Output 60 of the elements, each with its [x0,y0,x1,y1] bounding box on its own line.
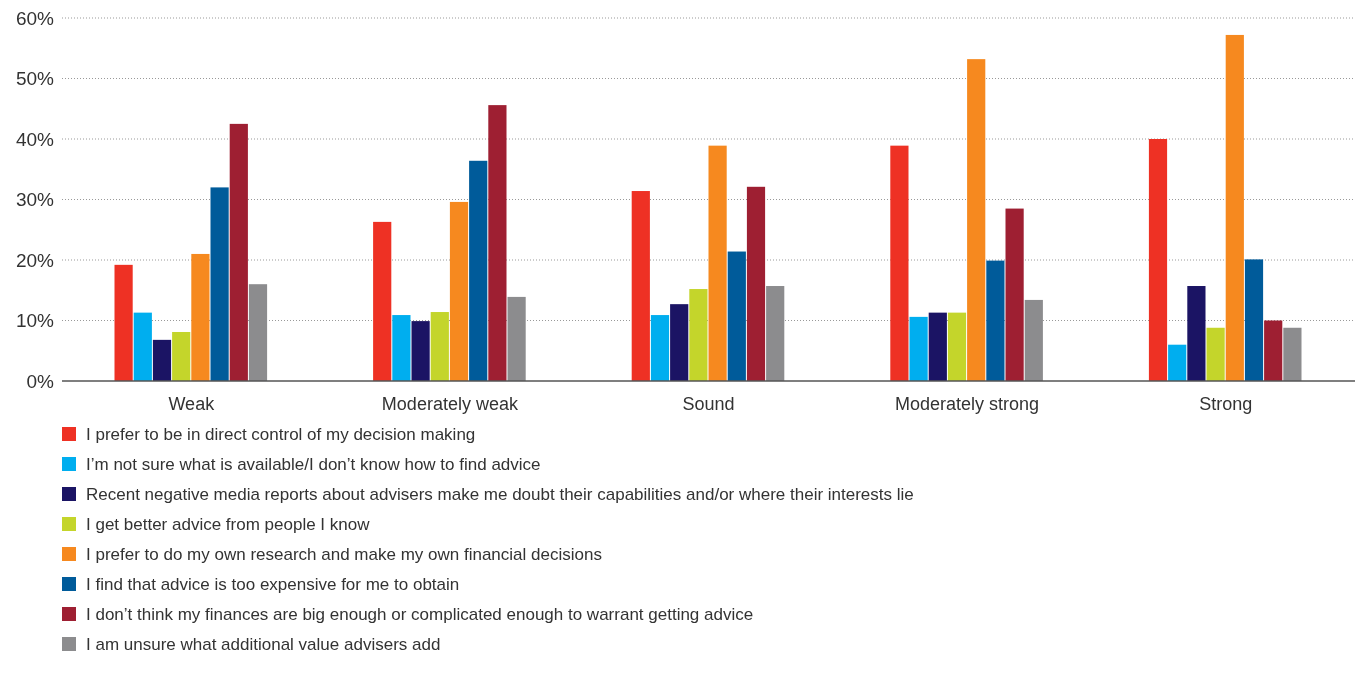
bar [1148,139,1168,381]
bar [373,221,392,381]
bar [1024,299,1043,381]
bar [986,260,1005,381]
legend-label: I prefer to be in direct control of my decision making [86,424,476,444]
legend-label: I find that advice is too expensive for me to obtain [86,574,460,594]
bar [967,59,986,381]
bar [210,187,229,381]
bar [689,289,708,381]
y-tick-label: 30% [15,189,55,211]
y-tick-label: 0% [26,370,55,392]
y-tick-label: 40% [15,128,55,150]
legend-label: Recent negative media reports about advisers make me doubt their capabilities and/or where their interests lie [86,484,914,504]
x-tick-label: Sound [682,394,735,414]
bar [947,312,967,381]
bar [909,316,928,381]
x-tick-label: Moderately strong [895,394,1040,414]
x-tick-label: Moderately weak [381,394,519,414]
legend-label: I don’t think my finances are big enough or complicated enough to warrant getting advice [86,604,754,624]
bar [1005,208,1024,381]
bar [229,123,248,381]
bar [631,191,650,381]
bar [708,145,727,381]
bar [1283,327,1302,381]
x-tick-label: Strong [1199,394,1253,414]
bar [766,286,785,381]
bar [1187,286,1206,381]
y-tick-label: 20% [15,249,55,271]
bar [449,201,469,381]
bar [1206,327,1225,381]
legend-label: I’m not sure what is available/I don’t know how to find advice [86,454,541,474]
y-tick-label: 50% [15,68,55,90]
bar [727,251,746,381]
bar [172,332,191,381]
bar [411,321,430,381]
x-tick-label: Weak [168,394,216,414]
bar [114,264,133,381]
bar [1244,259,1264,381]
bar [507,296,526,381]
y-tick-label: 60% [15,7,55,29]
bar [650,315,670,381]
bar [1264,320,1283,381]
bar [1225,34,1244,381]
bar [469,160,488,381]
bar [248,284,268,381]
bar [488,105,507,381]
legend-label: I prefer to do my own research and make my own financial decisions [86,544,602,564]
bar [670,304,689,381]
bar [430,312,449,381]
bar [890,145,909,381]
bar [746,186,766,381]
bar [152,339,172,381]
bar [191,253,210,381]
legend-label: I get better advice from people I know [86,514,371,534]
legend-label: I am unsure what additional value advisers add [86,634,441,654]
bar [928,312,947,381]
y-tick-label: 10% [15,310,55,332]
bar [1168,344,1187,381]
bar [133,312,152,381]
bar [392,315,411,381]
